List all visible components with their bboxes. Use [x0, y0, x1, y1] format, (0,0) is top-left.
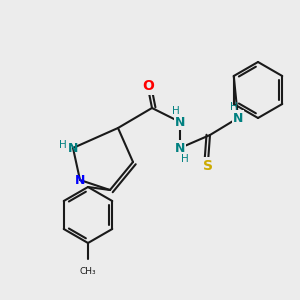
Text: H: H — [181, 154, 189, 164]
Text: CH₃: CH₃ — [80, 267, 96, 276]
Text: N: N — [75, 173, 85, 187]
Text: O: O — [142, 79, 154, 93]
Text: N: N — [175, 142, 185, 154]
Text: S: S — [203, 159, 213, 173]
Text: N: N — [68, 142, 78, 154]
Text: H: H — [172, 106, 180, 116]
Text: N: N — [175, 116, 185, 128]
Text: H: H — [230, 102, 238, 112]
Text: N: N — [233, 112, 243, 124]
Text: H: H — [59, 140, 67, 150]
